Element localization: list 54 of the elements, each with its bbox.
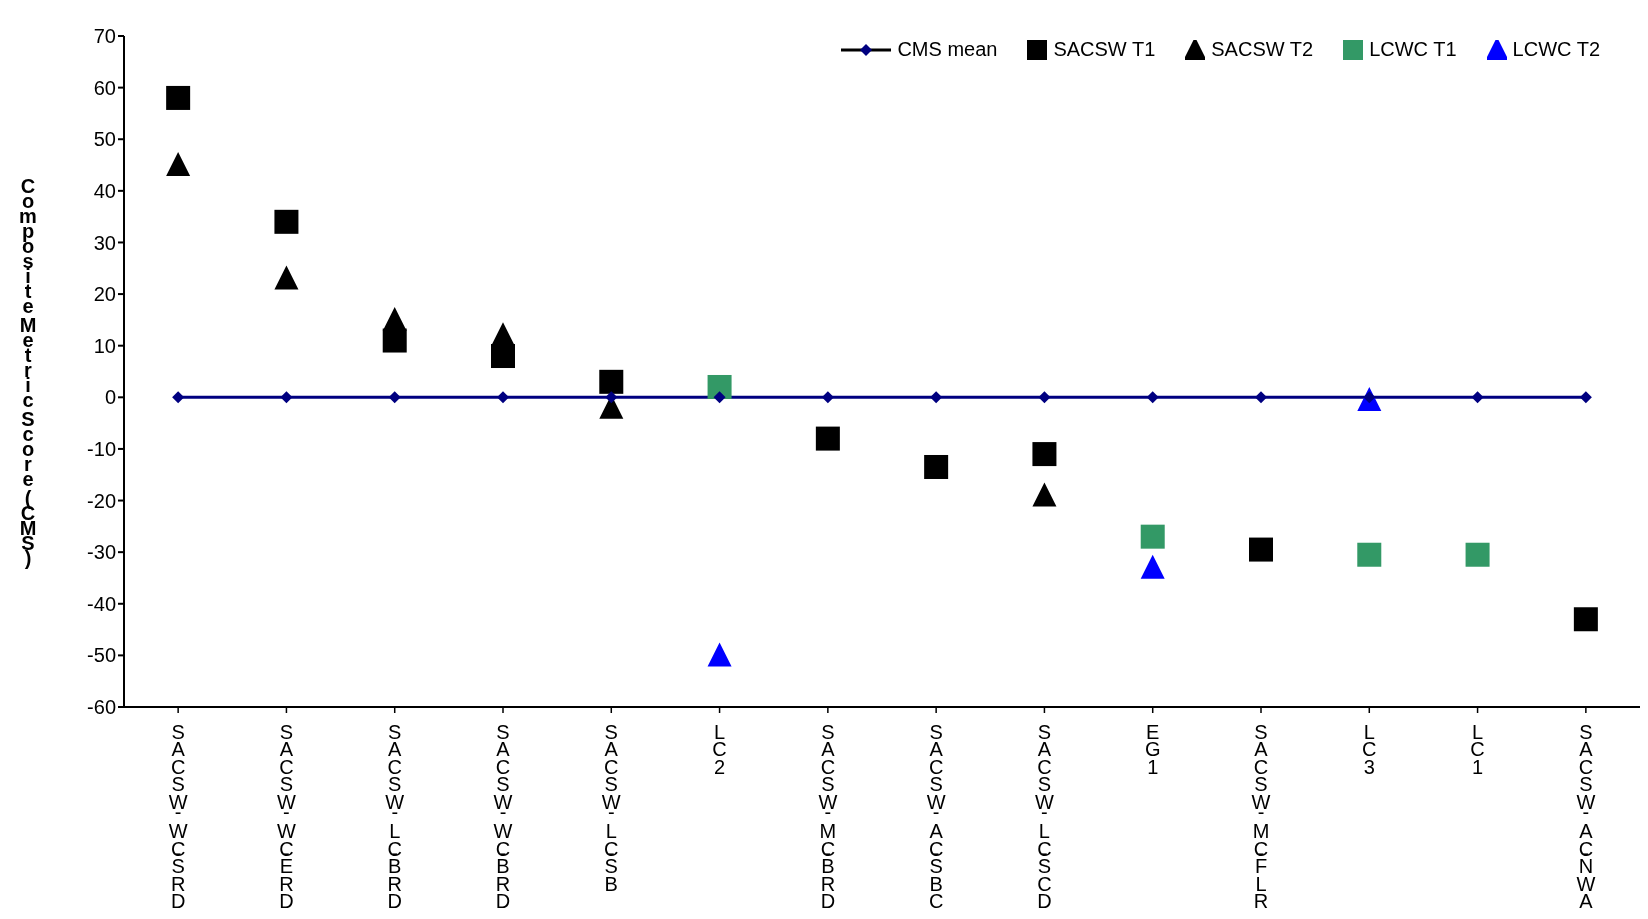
y-tick-label: -50 xyxy=(87,644,116,667)
point xyxy=(382,306,407,331)
point xyxy=(707,374,732,399)
y-tick-label: 40 xyxy=(93,179,116,202)
point xyxy=(1573,607,1598,632)
y-tick-label: -40 xyxy=(87,592,116,615)
point xyxy=(1140,524,1165,549)
point xyxy=(924,454,949,479)
point xyxy=(491,322,515,347)
point xyxy=(166,85,191,110)
text: Composite Metric Score (CMS) xyxy=(19,175,37,569)
point xyxy=(382,328,407,353)
point xyxy=(1471,391,1484,404)
point xyxy=(274,265,299,290)
point xyxy=(707,642,732,667)
point xyxy=(605,391,618,404)
point xyxy=(1140,554,1165,579)
point xyxy=(274,209,299,234)
x-tick-label: EG1 xyxy=(1144,720,1161,778)
point xyxy=(713,391,726,404)
point xyxy=(1249,537,1273,562)
y-tick-label: 30 xyxy=(93,231,116,254)
legend-label: CMS mean xyxy=(897,38,998,61)
point xyxy=(388,391,401,404)
y-tick-label: -30 xyxy=(87,541,116,564)
legend-label: SACSW T2 xyxy=(1211,38,1314,61)
x-tick-label: LC2 xyxy=(712,720,727,778)
legend-label: LCWC T1 xyxy=(1369,38,1457,61)
point xyxy=(1465,542,1490,567)
point xyxy=(599,369,624,394)
x-tick-label: LC3 xyxy=(1362,720,1377,778)
point xyxy=(1146,391,1159,404)
legend-label: SACSW T1 xyxy=(1053,38,1156,61)
point xyxy=(1032,442,1057,467)
legend-label: LCWC T2 xyxy=(1512,38,1600,61)
x-tick-label: LC1 xyxy=(1470,720,1485,778)
point xyxy=(166,152,191,177)
point xyxy=(497,391,509,404)
y-tick-label: 50 xyxy=(93,128,116,151)
point xyxy=(1038,391,1051,404)
point xyxy=(491,344,515,369)
point xyxy=(1032,482,1057,507)
y-tick-label: 60 xyxy=(93,76,116,99)
y-tick-label: 10 xyxy=(93,334,116,357)
y-tick-label: -60 xyxy=(87,696,116,719)
point xyxy=(1357,542,1382,567)
y-tick-label: 70 xyxy=(93,25,116,48)
point xyxy=(280,391,293,404)
y-tick-label: -20 xyxy=(87,489,116,512)
point xyxy=(1255,391,1267,404)
y-tick-label: 0 xyxy=(104,386,116,409)
y-tick-label: -10 xyxy=(87,438,116,461)
y-tick-label: 20 xyxy=(93,283,116,306)
point xyxy=(815,426,840,451)
